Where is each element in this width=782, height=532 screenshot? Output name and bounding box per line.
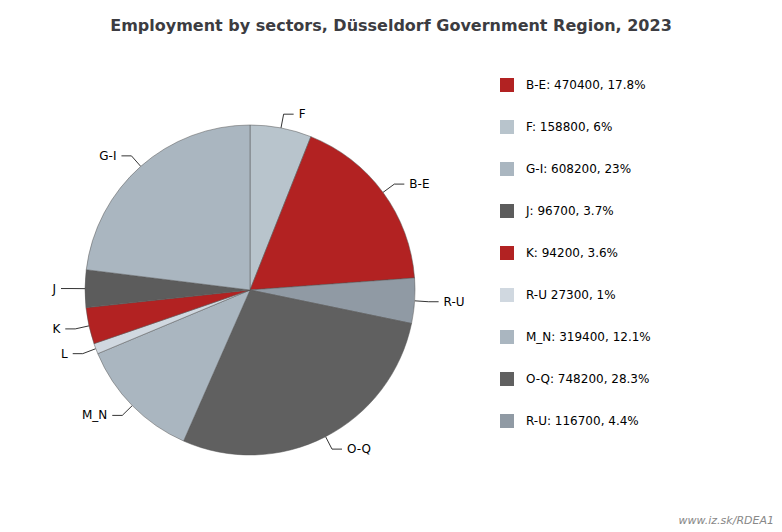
svg-text:G-I: 608200, 23%: G-I: 608200, 23% bbox=[526, 162, 631, 176]
svg-text:J: 96700, 3.7%: J: 96700, 3.7% bbox=[525, 204, 614, 218]
svg-text:K: K bbox=[52, 322, 61, 336]
svg-text:O-Q: 748200, 28.3%: O-Q: 748200, 28.3% bbox=[526, 372, 649, 386]
svg-text:F: 158800, 6%: F: 158800, 6% bbox=[526, 120, 612, 134]
svg-text:Employment by sectors, Düsseld: Employment by sectors, Düsseldorf Govern… bbox=[110, 16, 672, 35]
svg-text:M_N: 319400, 12.1%: M_N: 319400, 12.1% bbox=[526, 330, 651, 344]
svg-text:O-Q: O-Q bbox=[347, 442, 371, 456]
svg-text:J: J bbox=[51, 282, 56, 296]
svg-text:R-U: R-U bbox=[444, 295, 465, 309]
svg-text:R-U 27300, 1%: R-U 27300, 1% bbox=[526, 288, 616, 302]
svg-text:www.iz.sk/RDEA1: www.iz.sk/RDEA1 bbox=[678, 514, 774, 527]
svg-text:K: 94200, 3.6%: K: 94200, 3.6% bbox=[526, 246, 618, 260]
svg-text:G-I: G-I bbox=[99, 149, 116, 163]
svg-text:R-U: 116700, 4.4%: R-U: 116700, 4.4% bbox=[526, 414, 639, 428]
svg-text:B-E: B-E bbox=[409, 177, 429, 191]
svg-text:F: F bbox=[299, 107, 306, 121]
svg-text:B-E: 470400, 17.8%: B-E: 470400, 17.8% bbox=[526, 78, 646, 92]
svg-text:L: L bbox=[61, 347, 68, 361]
svg-text:M_N: M_N bbox=[82, 408, 107, 422]
